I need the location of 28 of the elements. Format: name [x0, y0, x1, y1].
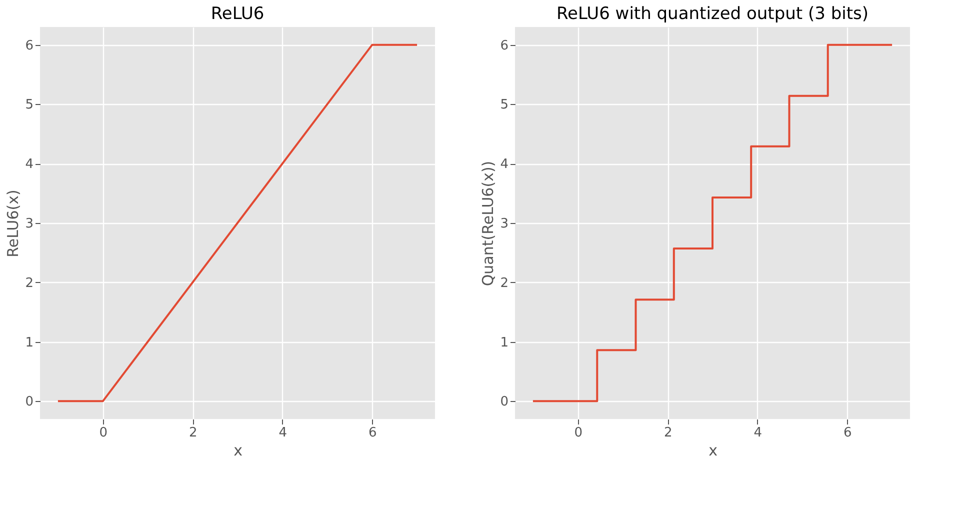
- y-tick-label: 6: [500, 38, 508, 54]
- y-tick-label: 4: [500, 157, 508, 172]
- y-axis-title: ReLU6(x): [4, 190, 22, 258]
- x-tick-label: 2: [188, 426, 198, 440]
- chart-title: ReLU6 with quantized output (3 bits): [556, 4, 868, 24]
- y-tick-label: 3: [500, 216, 508, 232]
- y-tick-label: 0: [500, 394, 508, 410]
- chart-title: ReLU6: [210, 4, 264, 24]
- y-axis-title: Quant(ReLU6(x)): [479, 160, 498, 286]
- y-tick-label: 3: [25, 216, 34, 232]
- x-tick-label: 0: [99, 426, 108, 440]
- x-tick-label: 4: [754, 426, 762, 440]
- y-tick-label: 1: [500, 335, 508, 350]
- y-tick-label: 2: [25, 276, 34, 291]
- x-tick-label: 6: [368, 426, 377, 440]
- y-tick-label: 6: [25, 38, 34, 54]
- y-tick-label: 5: [25, 98, 34, 113]
- x-tick-label: 4: [278, 426, 288, 440]
- y-tick-label: 5: [500, 98, 508, 113]
- x-axis-title: x: [234, 442, 243, 460]
- x-tick-label: 2: [664, 426, 672, 440]
- y-tick-label: 1: [25, 335, 34, 350]
- y-tick-label: 0: [25, 394, 34, 410]
- y-tick-label: 4: [25, 157, 34, 172]
- x-tick-label: 6: [844, 426, 852, 440]
- y-tick-label: 2: [500, 276, 508, 291]
- x-axis-title: x: [708, 442, 718, 460]
- x-tick-label: 0: [574, 426, 582, 440]
